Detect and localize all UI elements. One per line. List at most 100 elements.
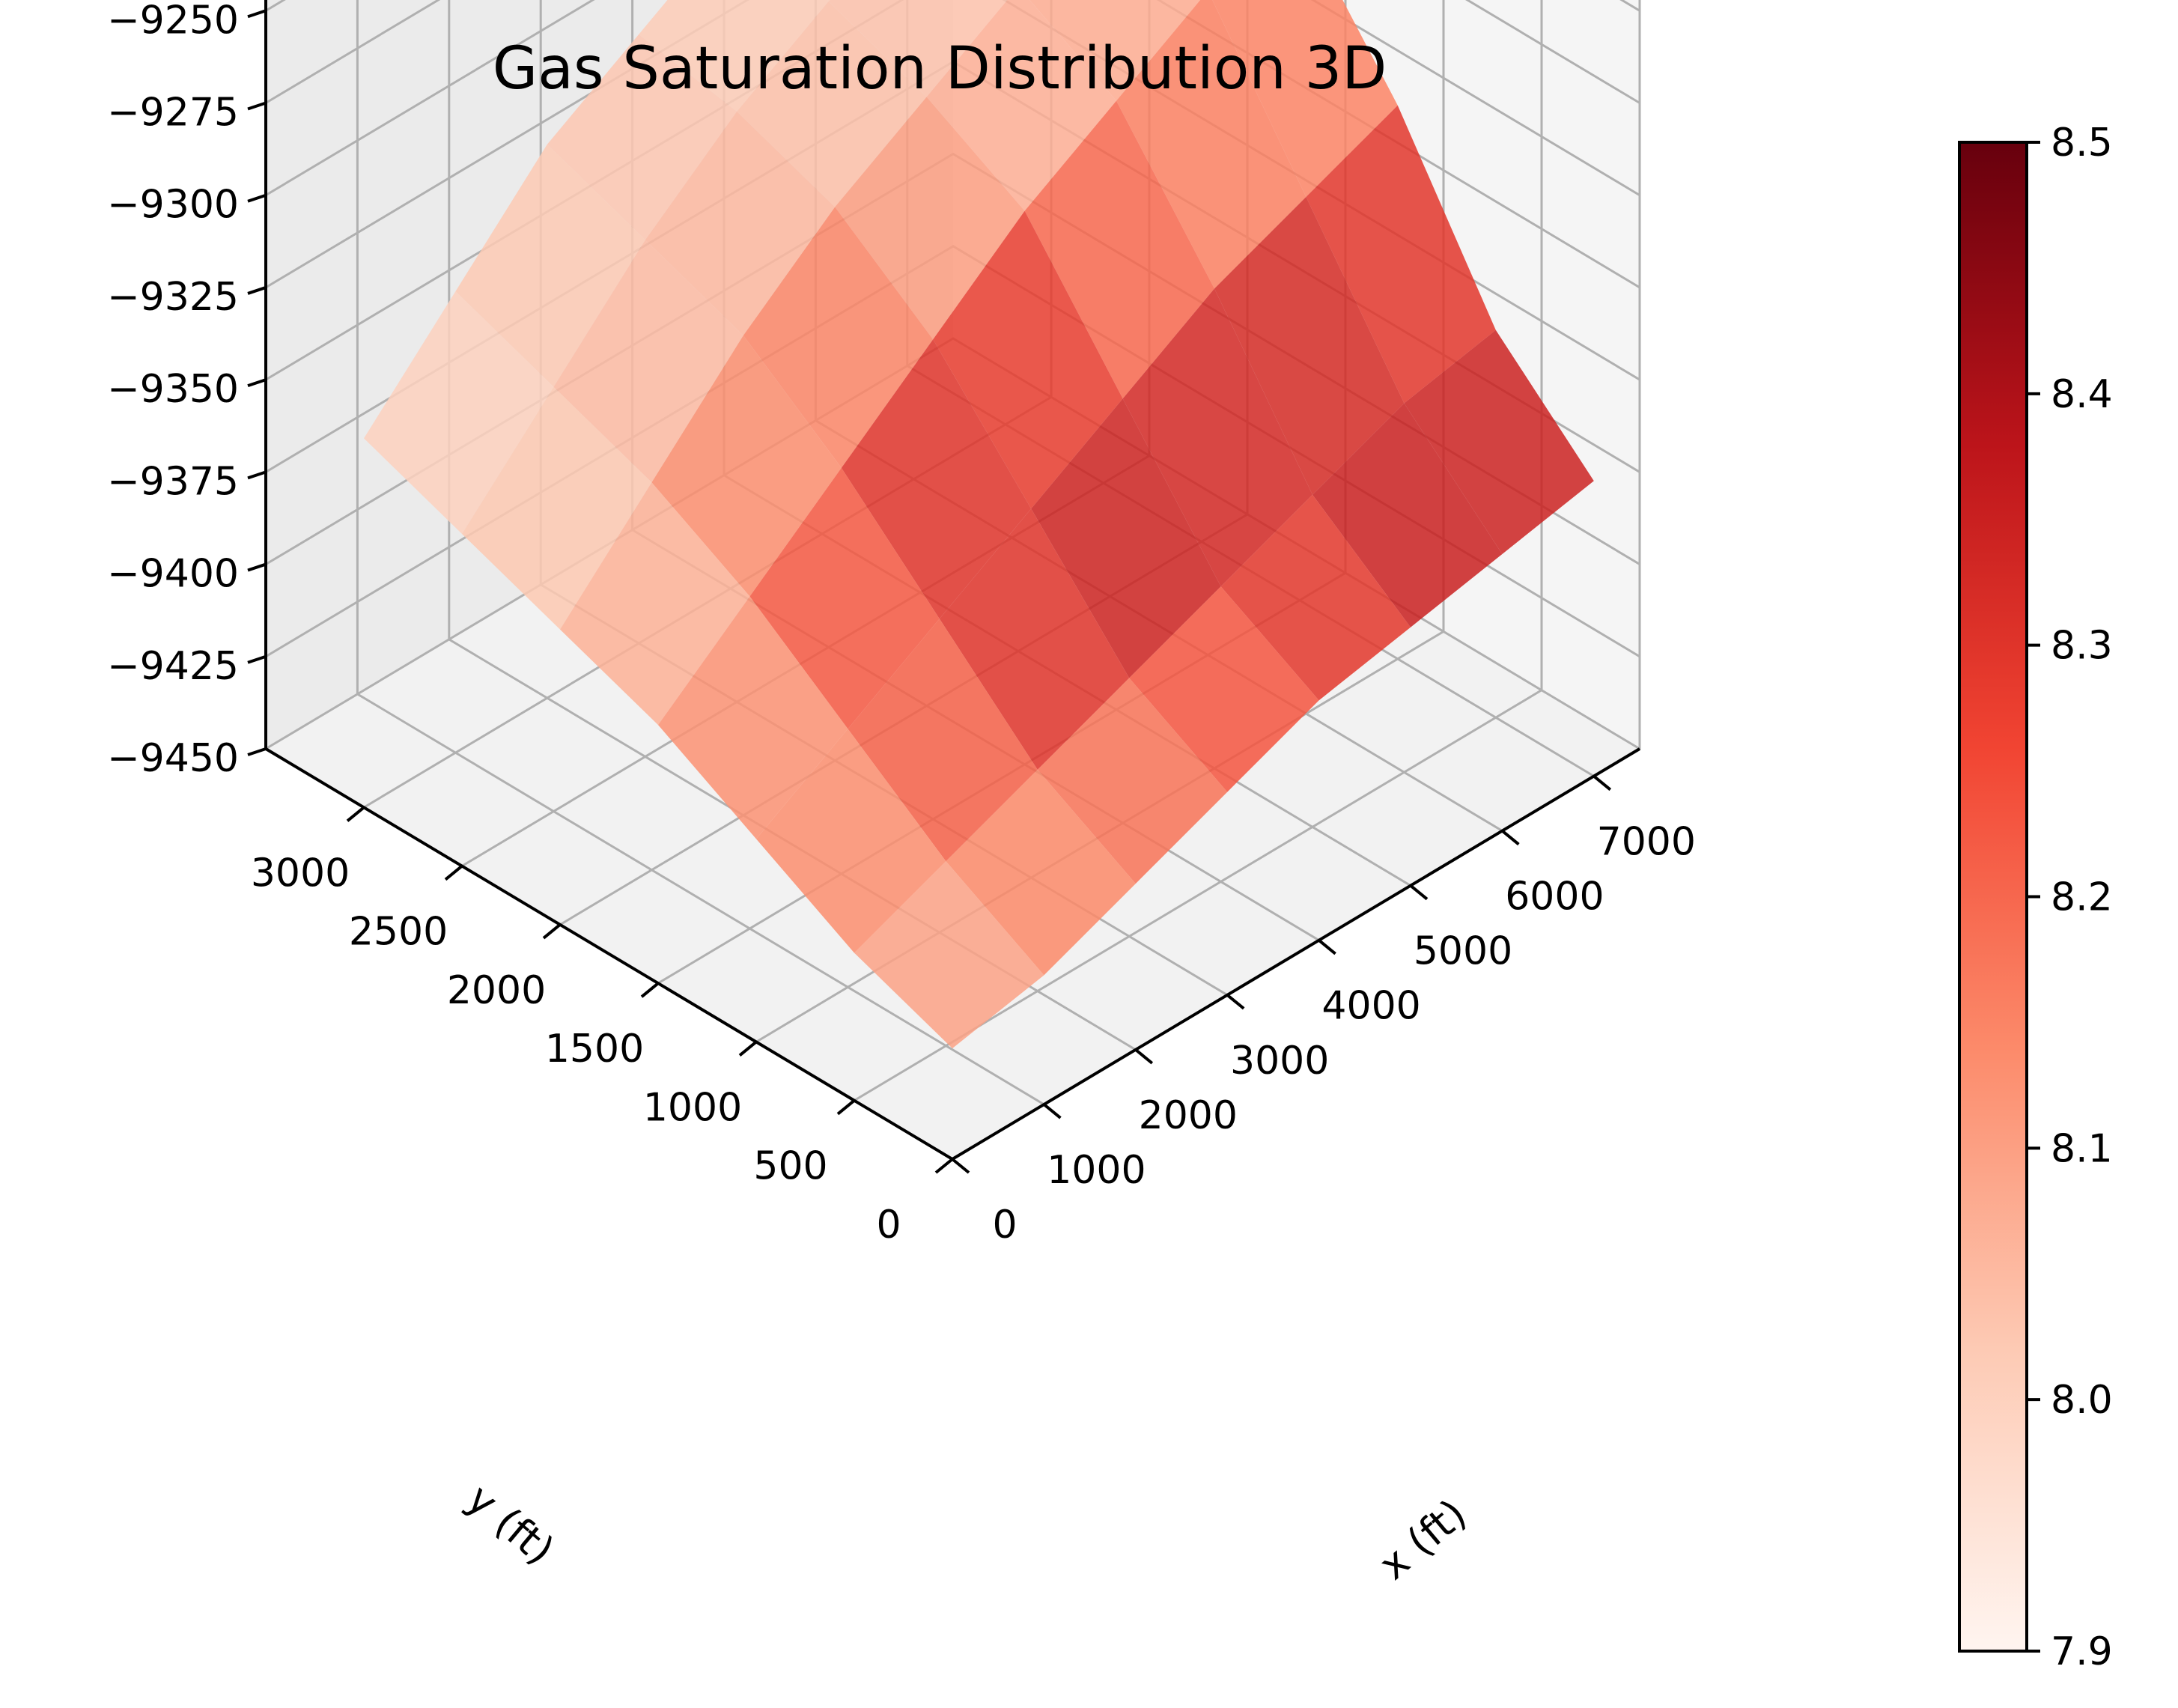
colorbar-ticks: 7.9 8.0 8.1 8.2 8.3 8.4 8.5: [2027, 121, 2113, 1674]
surface-patch: [946, 769, 1136, 976]
y-tick-label: 0: [876, 1203, 901, 1247]
z-tick-label: −9350: [107, 367, 239, 412]
z-tick-label: −9250: [107, 0, 239, 43]
surface-patch: [1024, 100, 1214, 399]
surface-patch: [639, 0, 829, 112]
x-axis-label: x (ft): [1370, 1490, 1475, 1589]
x-tick-label: 5000: [1414, 929, 1512, 974]
y-tick-mark: [640, 982, 660, 998]
y-tick-label: 2500: [349, 910, 448, 955]
z-tick-mark: [247, 286, 267, 295]
surface-patch: [1029, 0, 1201, 101]
y-tick-label: 1000: [643, 1085, 742, 1130]
y-tick-mark: [934, 1158, 954, 1174]
surface-patch: [749, 467, 940, 729]
z-tick-label: −9275: [107, 91, 239, 136]
surface-patch: [553, 240, 743, 483]
x-tick-label: 7000: [1597, 820, 1696, 865]
surface-patch: [658, 596, 848, 839]
colorbar-tick-label: 8.3: [2051, 624, 2113, 669]
surface-patch: [841, 339, 1032, 619]
grid-line-z: [265, 0, 1640, 196]
y-tick-mark: [542, 923, 562, 940]
x-tick-label: 2000: [1139, 1093, 1238, 1138]
surface-patch: [848, 619, 1038, 862]
surface-patch: [1212, 0, 1398, 197]
tick-labels: 0100020003000400050006000700005001000150…: [107, 0, 1696, 1247]
colorbar: 7.9 8.0 8.1 8.2 8.3 8.4 8.5: [1958, 121, 2113, 1674]
y-tick-label: 2000: [447, 968, 546, 1013]
x-tick-label: 3000: [1230, 1039, 1329, 1084]
surface-patch: [1306, 105, 1496, 404]
z-tick-label: −9450: [107, 736, 239, 781]
chart-title: Gas Saturation Distribution 3D: [493, 35, 1387, 103]
surface-patch: [547, 34, 737, 240]
x-tick-mark: [1043, 1103, 1062, 1119]
surface-patch: [756, 729, 946, 953]
z-tick-label: −9425: [107, 644, 239, 689]
surface-patch: [1122, 288, 1312, 587]
y-tick-mark: [836, 1099, 856, 1116]
surface-patch: [651, 335, 842, 597]
z-tick-label: −9400: [107, 552, 239, 597]
surface-patch: [1220, 494, 1411, 701]
surface-patch: [1116, 0, 1307, 289]
x-tick-mark: [1409, 884, 1429, 901]
surface-patch: [1031, 398, 1221, 678]
z-tick-mark: [247, 378, 267, 388]
x-tick-mark: [1226, 994, 1245, 1010]
x-tick-label: 0: [992, 1203, 1017, 1247]
surface-patch: [854, 861, 1044, 1049]
surface-patch: [933, 210, 1123, 509]
surface-patch: [835, 97, 1025, 340]
y-tick-label: 3000: [251, 851, 350, 896]
surface-patch: [364, 291, 554, 534]
colorbar-tick-label: 8.5: [2051, 121, 2113, 165]
surface-patch: [560, 482, 750, 726]
surface-patch: [827, 0, 830, 1]
z-tick-label: −9375: [107, 459, 239, 504]
surface-patch: [828, 0, 1008, 97]
y-tick-mark: [346, 806, 365, 822]
x-tick-mark: [1134, 1048, 1154, 1065]
z-tick-mark: [247, 470, 267, 480]
x-tick-label: 4000: [1321, 984, 1420, 1029]
x-tick-label: 6000: [1505, 875, 1604, 920]
y-axis-label: y (ft): [458, 1475, 563, 1574]
colorbar-tick-label: 8.0: [2051, 1378, 2113, 1423]
surface-patch: [1404, 329, 1594, 554]
surface-patch: [455, 144, 645, 387]
y-tick-mark: [444, 865, 463, 881]
surface-patch: [939, 508, 1130, 770]
colorbar-tick-label: 7.9: [2051, 1629, 2113, 1674]
y-tick-label: 500: [753, 1144, 827, 1189]
colorbar-tick-label: 8.4: [2051, 372, 2113, 417]
y-tick-label: 1500: [545, 1027, 644, 1072]
colorbar-gradient: [1958, 141, 2028, 1653]
surface-patch: [462, 386, 652, 630]
surface-patch: [737, 1, 927, 207]
colorbar-tick-label: 8.2: [2051, 875, 2113, 920]
y-axis-line: [264, 747, 954, 1161]
z-tick-mark: [247, 654, 267, 664]
surface-patch: [1214, 197, 1405, 495]
colorbar-tick-label: 8.1: [2051, 1126, 2113, 1171]
z-tick-mark: [247, 193, 267, 203]
z-tick-mark: [247, 9, 267, 19]
z-tick-mark: [247, 747, 267, 756]
surface-patch: [1037, 678, 1228, 884]
z-tick-label: −9325: [107, 275, 239, 320]
z-tick-mark: [247, 562, 267, 572]
x-tick-mark: [1501, 830, 1520, 846]
x-tick-label: 1000: [1047, 1148, 1146, 1193]
x-axis-line: [951, 747, 1641, 1161]
x-tick-mark: [1318, 939, 1336, 955]
surface-patch: [1129, 586, 1319, 792]
surface: [364, 0, 1594, 1049]
surface-patch: [743, 207, 934, 468]
z-tick-mark: [247, 101, 267, 111]
x-tick-mark: [951, 1158, 970, 1174]
surface-patch: [926, 0, 1116, 211]
